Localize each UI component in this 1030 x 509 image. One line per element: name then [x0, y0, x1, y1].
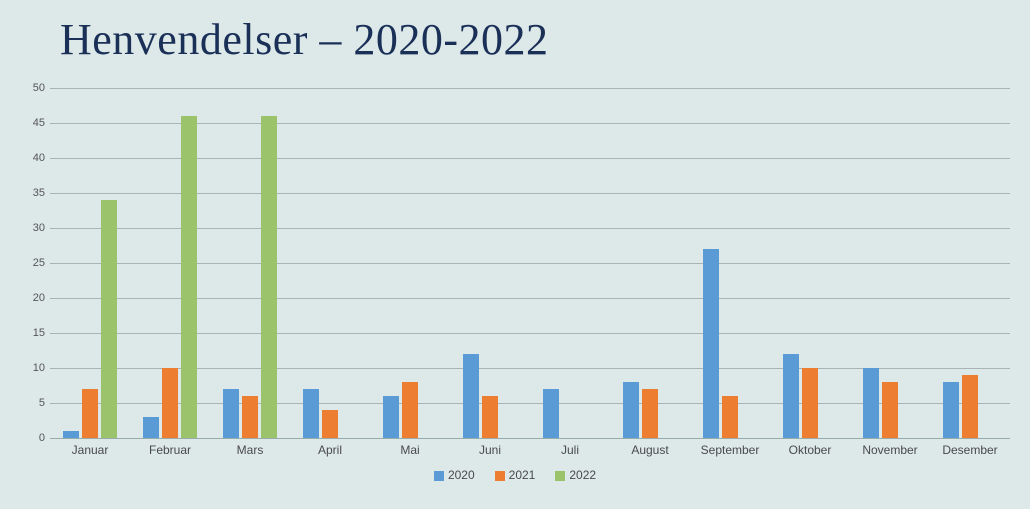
x-axis-tick-label: Juni	[479, 443, 501, 457]
y-axis-tick-label: 40	[21, 152, 45, 164]
bar-2021-januar	[82, 389, 98, 438]
bar-2020-juli	[543, 389, 559, 438]
x-axis-tick-label: April	[318, 443, 342, 457]
legend-item-2022: 2022	[555, 468, 596, 482]
x-axis-tick-label: Februar	[149, 443, 191, 457]
legend-item-2020: 2020	[434, 468, 475, 482]
bar-2020-mai	[383, 396, 399, 438]
bar-2021-juni	[482, 396, 498, 438]
bar-2021-mai	[402, 382, 418, 438]
x-axis-tick-label: August	[631, 443, 668, 457]
legend-label: 2021	[509, 468, 536, 482]
bar-2021-april	[322, 410, 338, 438]
y-axis-tick-label: 35	[21, 187, 45, 199]
y-axis-tick-label: 20	[21, 292, 45, 304]
x-axis-tick-label: November	[862, 443, 917, 457]
bar-2020-januar	[63, 431, 79, 438]
x-axis-tick-label: Desember	[942, 443, 997, 457]
x-axis-tick-label: Mars	[237, 443, 264, 457]
bar-2020-desember	[943, 382, 959, 438]
x-axis-tick-label: Oktober	[789, 443, 832, 457]
plot-area: 05101520253035404550	[50, 88, 1010, 439]
bar-2022-januar	[101, 200, 117, 438]
chart-legend: 2020 2021 2022	[20, 468, 1010, 482]
bar-2021-desember	[962, 375, 978, 438]
bar-2020-mars	[223, 389, 239, 438]
legend-swatch	[495, 471, 505, 481]
legend-swatch	[555, 471, 565, 481]
chart-title: Henvendelser – 2020-2022	[60, 14, 549, 65]
bar-2020-april	[303, 389, 319, 438]
bar-2021-august	[642, 389, 658, 438]
bar-chart: 05101520253035404550 2020 2021 2022 Januar…	[20, 88, 1010, 488]
legend-swatch	[434, 471, 444, 481]
legend-label: 2020	[448, 468, 475, 482]
legend-item-2021: 2021	[495, 468, 536, 482]
grid-line	[50, 88, 1010, 89]
bar-2020-juni	[463, 354, 479, 438]
y-axis-tick-label: 15	[21, 327, 45, 339]
y-axis-tick-label: 50	[21, 82, 45, 94]
bar-2021-mars	[242, 396, 258, 438]
y-axis-tick-label: 45	[21, 117, 45, 129]
bar-2021-november	[882, 382, 898, 438]
x-axis-tick-label: September	[701, 443, 760, 457]
bar-2020-september	[703, 249, 719, 438]
y-axis-tick-label: 0	[21, 432, 45, 444]
bar-2020-februar	[143, 417, 159, 438]
bar-2022-februar	[181, 116, 197, 438]
y-axis-tick-label: 30	[21, 222, 45, 234]
bar-2020-august	[623, 382, 639, 438]
x-axis-tick-label: Januar	[72, 443, 109, 457]
y-axis-tick-label: 25	[21, 257, 45, 269]
bar-2021-september	[722, 396, 738, 438]
y-axis-tick-label: 10	[21, 362, 45, 374]
bar-2020-november	[863, 368, 879, 438]
bar-2020-oktober	[783, 354, 799, 438]
bar-2022-mars	[261, 116, 277, 438]
x-axis-tick-label: Mai	[400, 443, 419, 457]
y-axis-tick-label: 5	[21, 397, 45, 409]
legend-label: 2022	[569, 468, 596, 482]
bar-2021-oktober	[802, 368, 818, 438]
x-axis-tick-label: Juli	[561, 443, 579, 457]
bar-2021-februar	[162, 368, 178, 438]
